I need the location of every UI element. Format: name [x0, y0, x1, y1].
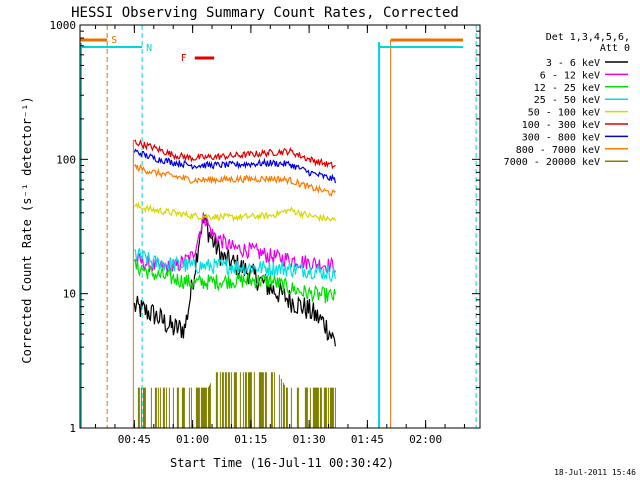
- series-line-4: [134, 248, 336, 283]
- y-tick-label: 100: [56, 153, 76, 166]
- series-line-8: [133, 163, 336, 197]
- series-line-3: [133, 259, 336, 304]
- y-tick-label: 1000: [50, 19, 77, 32]
- night-marker-label: N: [146, 43, 152, 54]
- timestamp: 18-Jul-2011 15:46: [554, 468, 636, 477]
- legend-header-line-1: Det 1,3,4,5,6,: [546, 32, 630, 43]
- x-tick-label: 01:30: [293, 433, 326, 446]
- x-tick-label: 00:45: [118, 433, 151, 446]
- series-line-5: [133, 201, 336, 223]
- legend-label-3: 12 - 25 keV: [534, 83, 600, 94]
- y-axis-label: Corrected Count Rate (s⁻¹ detector⁻¹): [20, 96, 34, 363]
- flare-marker-label: F: [181, 53, 187, 64]
- legend-label-7: 300 - 800 keV: [522, 132, 600, 143]
- legend-label-1: 3 - 6 keV: [546, 58, 600, 69]
- legend-header-line-2: Att 0: [600, 43, 630, 54]
- legend-label-4: 25 - 50 keV: [534, 95, 600, 106]
- series-line-7: [133, 148, 336, 184]
- series-line-1: [133, 214, 336, 347]
- x-tick-label: 01:45: [351, 433, 384, 446]
- x-tick-label: 02:00: [409, 433, 442, 446]
- y-tick-label: 1: [69, 422, 76, 435]
- chart-title: HESSI Observing Summary Count Rates, Cor…: [71, 5, 459, 21]
- legend-label-9: 7000 - 20000 keV: [504, 157, 600, 168]
- legend-label-6: 100 - 300 keV: [522, 120, 600, 131]
- x-tick-label: 01:15: [234, 433, 267, 446]
- series-line-9: [137, 372, 336, 428]
- plot-frame: [79, 24, 481, 429]
- x-tick-label: 01:00: [176, 433, 209, 446]
- x-axis-label: Start Time (16-Jul-11 00:30:42): [170, 456, 394, 470]
- saa-marker-label: S: [111, 35, 117, 46]
- legend-label-2: 6 - 12 keV: [540, 70, 600, 81]
- y-tick-label: 10: [63, 288, 76, 301]
- legend-label-5: 50 - 100 keV: [528, 108, 600, 119]
- legend-label-8: 800 - 7000 keV: [516, 145, 600, 156]
- series-line-6: [133, 138, 336, 170]
